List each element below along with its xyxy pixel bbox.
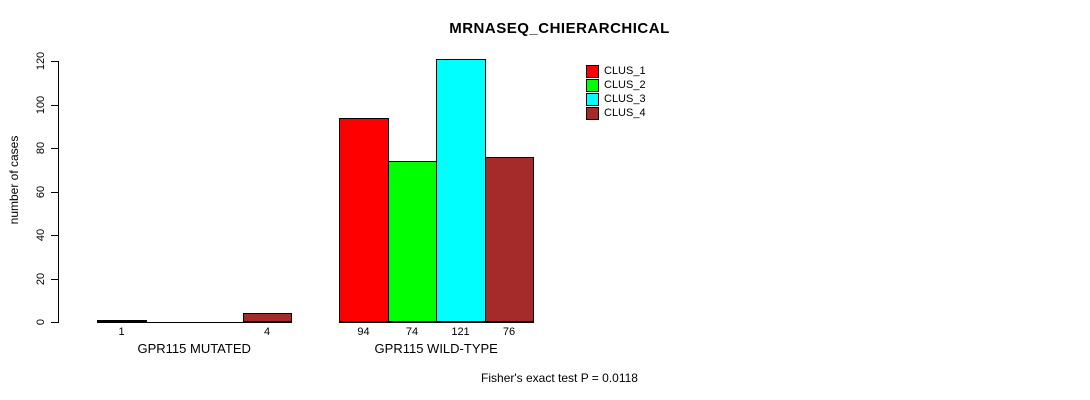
chart-title: MRNASEQ_CHIERARCHICAL <box>449 20 670 37</box>
bar-clus_1-group2 <box>339 118 389 322</box>
legend-label: CLUS_4 <box>604 106 646 119</box>
bar-value-label: 4 <box>263 326 271 338</box>
bar-value-label: 94 <box>357 326 370 338</box>
y-axis-tick <box>51 322 58 323</box>
y-axis-tick <box>51 61 58 62</box>
group-baseline <box>339 322 534 323</box>
y-axis-tick-label: 20 <box>35 272 47 286</box>
legend-row-clus_4: CLUS_4 <box>586 106 646 120</box>
bar-clus_2-group2 <box>388 161 437 322</box>
y-axis-tick <box>51 279 58 280</box>
x-axis-group-label: GPR115 WILD-TYPE <box>374 341 498 356</box>
annotation-pvalue: Fisher's exact test P = 0.0118 <box>481 371 638 385</box>
bar-value-label: 74 <box>405 326 419 338</box>
legend-row-clus_1: CLUS_1 <box>586 64 646 78</box>
y-axis-tick-label: 120 <box>35 51 47 71</box>
bar-clus_4-group1 <box>243 313 292 322</box>
y-axis-label: number of cases <box>7 135 21 225</box>
legend-swatch-clus_4 <box>586 106 599 120</box>
y-axis-tick-label: 100 <box>35 95 47 115</box>
legend-label: CLUS_1 <box>604 64 646 77</box>
legend-label: CLUS_3 <box>604 92 646 105</box>
y-axis-tick-label: 80 <box>35 141 47 155</box>
y-axis-tick <box>51 192 58 193</box>
legend-row-clus_2: CLUS_2 <box>586 78 646 92</box>
y-axis-tick-label: 60 <box>35 185 47 199</box>
legend-swatch-clus_3 <box>586 92 599 106</box>
bar-value-label: 121 <box>451 326 470 338</box>
group-baseline <box>97 322 292 323</box>
legend: CLUS_1 CLUS_2 CLUS_3 CLUS_4 <box>586 64 646 120</box>
bar-clus_4-group2 <box>485 157 534 322</box>
y-axis-line <box>58 61 59 323</box>
y-axis-tick <box>51 235 58 236</box>
bar-clus_3-group2 <box>436 59 486 322</box>
y-axis-tick-label: 0 <box>35 318 47 326</box>
y-axis-tick <box>51 105 58 106</box>
legend-label: CLUS_2 <box>604 78 646 91</box>
legend-row-clus_3: CLUS_3 <box>586 92 646 106</box>
bar-value-label: 1 <box>118 326 125 338</box>
legend-swatch-clus_2 <box>586 78 599 92</box>
y-axis-tick <box>51 148 58 149</box>
bar-clus_1-group1 <box>97 320 147 322</box>
legend-swatch-clus_1 <box>586 64 599 78</box>
bar-value-label: 76 <box>502 326 516 338</box>
x-axis-group-label: GPR115 MUTATED <box>137 341 251 356</box>
y-axis-tick-label: 40 <box>35 228 47 242</box>
